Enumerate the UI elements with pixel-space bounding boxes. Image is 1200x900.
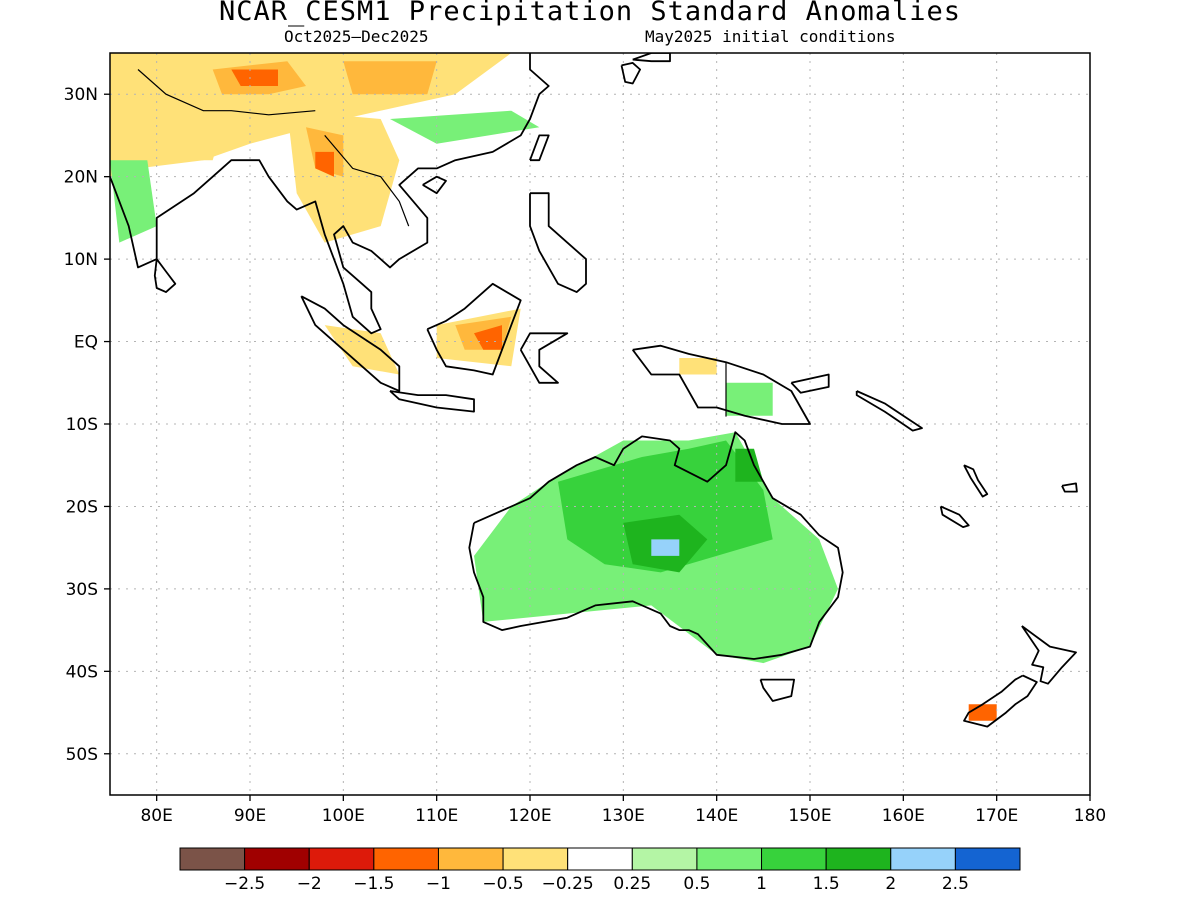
coastline-nz-north	[1021, 625, 1077, 685]
lon-label: 150E	[788, 806, 831, 826]
coastline-taiwan	[529, 134, 550, 162]
lat-label: 50S	[66, 745, 98, 765]
colorbar-label: 0.25	[613, 874, 651, 894]
anomaly-region	[679, 358, 717, 375]
anomaly-region	[968, 704, 997, 721]
anomaly-region	[735, 448, 764, 482]
colorbar-swatch	[696, 847, 763, 871]
colorbar-swatch	[373, 847, 439, 871]
coastline-japan-kyushu	[620, 62, 641, 85]
lon-label: 80E	[140, 806, 172, 826]
colorbar-swatch	[437, 847, 504, 871]
coastline-new-caledonia	[939, 505, 970, 528]
coastline-sumatra	[300, 295, 401, 392]
colorbar-label: −2.5	[224, 874, 265, 894]
anomaly-region	[726, 382, 773, 416]
coastline-philippines	[529, 192, 587, 294]
lat-lon-grid	[110, 53, 1090, 795]
longitude-labels: 80E 90E 100E 110E 120E 130E 140E 150E 160E 170E 18…	[140, 806, 1106, 826]
colorbar-swatch	[179, 847, 246, 871]
colorbar-swatch	[954, 847, 1021, 871]
colorbar-label: 1.5	[813, 874, 840, 894]
anomaly-region	[651, 539, 680, 556]
anomaly-region	[343, 61, 437, 95]
coastline-australia	[468, 431, 844, 660]
colorbar-label: 0.5	[683, 874, 710, 894]
lat-label: 30S	[66, 580, 98, 600]
coastline-solomons	[855, 390, 923, 432]
period-label: Oct2025–Dec2025	[284, 27, 429, 46]
colorbar	[179, 847, 1021, 871]
colorbar-label: 1	[756, 874, 767, 894]
colorbar-swatch	[502, 847, 569, 871]
colorbar-swatch	[308, 847, 375, 871]
colorbar-label: −1	[426, 874, 451, 894]
latitude-labels: 30N 20N 10N EQ 10S 20S 30S 40S 50S	[64, 85, 98, 765]
lon-label: 140E	[695, 806, 738, 826]
anomaly-region	[558, 440, 773, 573]
coastline-sri-lanka	[153, 258, 177, 294]
colorbar-swatch	[567, 847, 633, 871]
map-title: NCAR_CESM1 Precipitation Standard Anomal…	[219, 0, 961, 27]
lon-label: 110E	[415, 806, 458, 826]
colorbar-swatch	[890, 847, 956, 871]
coastline-java	[389, 390, 475, 413]
anomaly-region	[110, 160, 157, 243]
coastline-tasmania	[759, 678, 795, 702]
colorbar-swatch	[825, 847, 892, 871]
anomaly-region	[390, 110, 540, 144]
lon-label: 100E	[322, 806, 365, 826]
colorbar-labels: −2.5 −2 −1.5 −1 −0.5 −0.25 0.25 0.5 1 1.5 2 2.5	[224, 874, 969, 894]
coastline-mainland-asia	[110, 53, 550, 335]
colorbar-label: −2	[297, 874, 322, 894]
anomaly-region	[324, 325, 400, 375]
coastline-vanuatu	[963, 464, 989, 498]
lon-label: 90E	[234, 806, 266, 826]
coastline-hainan	[422, 175, 447, 195]
lat-label: 20S	[66, 497, 98, 517]
colorbar-label: 2	[885, 874, 896, 894]
initial-conditions-label: May2025 initial conditions	[645, 27, 896, 46]
lon-label: 130E	[602, 806, 645, 826]
coastline-new-guinea	[631, 344, 811, 425]
lat-label: 20N	[64, 168, 98, 188]
anomaly-region	[474, 325, 502, 350]
anomaly-shading	[110, 53, 997, 721]
anomaly-region	[315, 151, 334, 177]
lat-label: EQ	[74, 333, 98, 353]
colorbar-swatch	[761, 847, 827, 871]
lon-label: 120E	[508, 806, 551, 826]
border-india-china	[137, 69, 316, 116]
coastline-japan-honshu	[632, 53, 671, 63]
coastline-nz-south	[963, 674, 1038, 728]
coastline-sulawesi	[519, 332, 569, 384]
anomaly-region	[231, 69, 278, 86]
lon-label: 170E	[975, 806, 1018, 826]
lat-label: 30N	[64, 85, 98, 105]
colorbar-label: −0.25	[542, 874, 594, 894]
axis-ticks	[104, 93, 1091, 801]
lon-label: 180	[1074, 806, 1106, 826]
colorbar-swatch	[631, 847, 698, 871]
border-indochina	[324, 135, 410, 227]
coastlines	[110, 53, 1078, 728]
lat-label: 10S	[66, 415, 98, 435]
coastline-new-britain	[790, 373, 830, 394]
colorbar-label: −0.5	[482, 874, 523, 894]
colorbar-swatch	[244, 847, 310, 871]
anomaly-region	[128, 127, 222, 161]
coastline-borneo	[426, 282, 522, 376]
colorbar-label: 2.5	[942, 874, 969, 894]
lat-label: 40S	[66, 662, 98, 682]
lon-label: 160E	[882, 806, 925, 826]
lat-label: 10N	[64, 250, 98, 270]
coastline-fiji	[1061, 482, 1078, 493]
colorbar-label: −1.5	[353, 874, 394, 894]
